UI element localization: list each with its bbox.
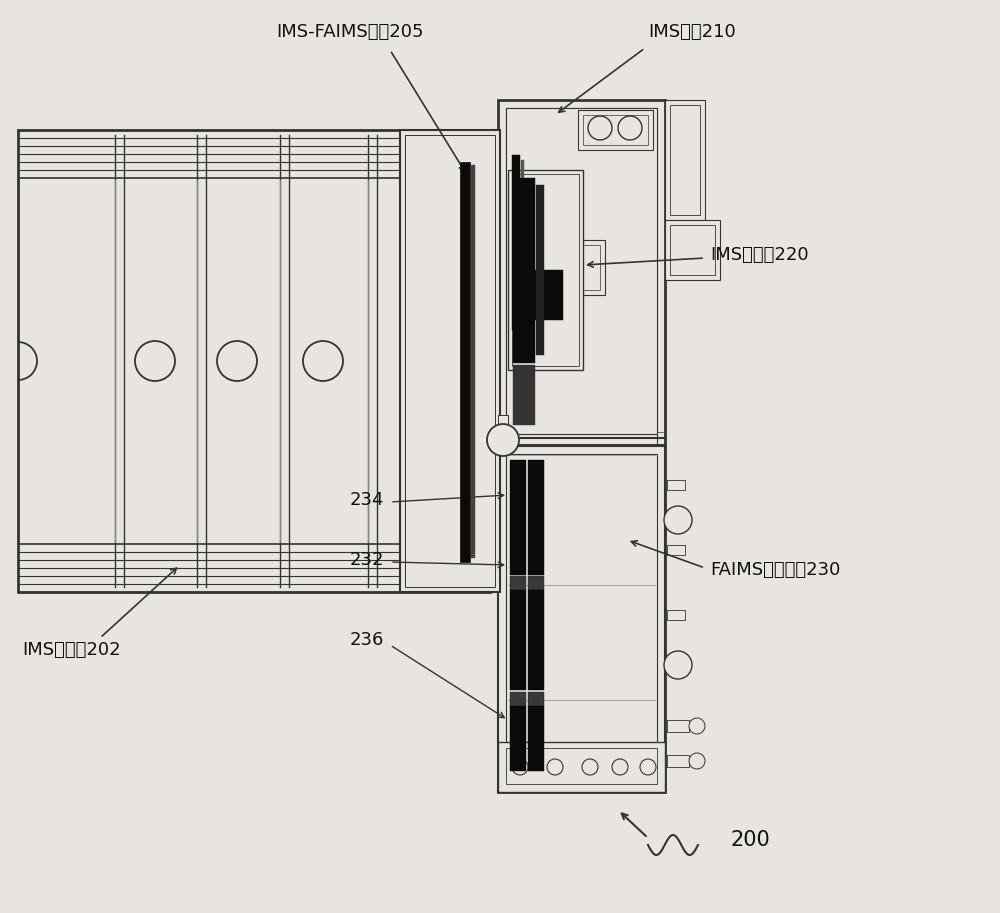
Bar [667, 480, 685, 490]
Text: IMS集电极220: IMS集电极220 [710, 246, 809, 264]
Bar [512, 155, 520, 330]
Bar [513, 178, 535, 363]
Circle shape [487, 424, 519, 456]
Text: IMS漂移管202: IMS漂移管202 [22, 641, 121, 659]
Bar [667, 545, 685, 555]
Bar [510, 460, 526, 575]
Bar [498, 742, 665, 792]
Bar [498, 415, 508, 437]
Bar [575, 240, 605, 295]
Bar [510, 590, 526, 690]
Text: 236: 236 [350, 631, 384, 649]
Bar [528, 692, 544, 706]
Bar [670, 105, 700, 215]
Circle shape [689, 718, 705, 734]
Bar [665, 658, 678, 672]
Circle shape [217, 341, 257, 381]
Bar [506, 748, 657, 784]
Bar [498, 446, 665, 792]
Bar [665, 513, 678, 527]
Bar [665, 220, 720, 280]
Bar [510, 692, 526, 706]
Text: 234: 234 [350, 491, 384, 509]
Text: IMS-FAIMS门栅205: IMS-FAIMS门栅205 [276, 23, 424, 41]
Bar [528, 460, 544, 575]
Bar [528, 576, 544, 590]
Bar [510, 706, 526, 771]
Text: IMS孔栅210: IMS孔栅210 [648, 23, 736, 41]
Bar [578, 110, 653, 150]
Bar [405, 135, 495, 587]
Circle shape [612, 759, 628, 775]
Bar [667, 610, 685, 620]
Bar [506, 108, 657, 434]
Bar [400, 130, 500, 592]
Circle shape [588, 116, 612, 140]
Circle shape [400, 341, 440, 381]
Circle shape [135, 341, 175, 381]
Bar [471, 165, 475, 558]
Bar [506, 108, 657, 784]
Circle shape [664, 651, 692, 679]
Bar [510, 576, 526, 590]
Circle shape [664, 506, 692, 534]
Circle shape [689, 753, 705, 769]
Bar [528, 590, 544, 690]
Bar [498, 100, 665, 792]
Text: 200: 200 [730, 830, 770, 850]
Text: 232: 232 [350, 551, 384, 569]
Bar [521, 160, 524, 325]
Bar [536, 185, 544, 355]
Text: FAIMS单元阵列230: FAIMS单元阵列230 [710, 561, 840, 579]
Bar [506, 454, 657, 784]
Bar [460, 162, 470, 562]
Bar [508, 170, 583, 370]
Circle shape [640, 759, 656, 775]
Circle shape [582, 759, 598, 775]
Bar [580, 245, 600, 290]
Bar [528, 706, 544, 771]
Circle shape [547, 759, 563, 775]
Circle shape [618, 116, 642, 140]
Bar [513, 270, 563, 320]
Bar [512, 174, 579, 366]
Bar [667, 720, 689, 732]
Bar [18, 130, 490, 592]
Bar [670, 225, 715, 275]
Bar [667, 755, 689, 767]
Circle shape [303, 341, 343, 381]
Bar [583, 115, 648, 145]
Bar [665, 100, 705, 220]
Bar [513, 365, 535, 425]
Circle shape [512, 759, 528, 775]
